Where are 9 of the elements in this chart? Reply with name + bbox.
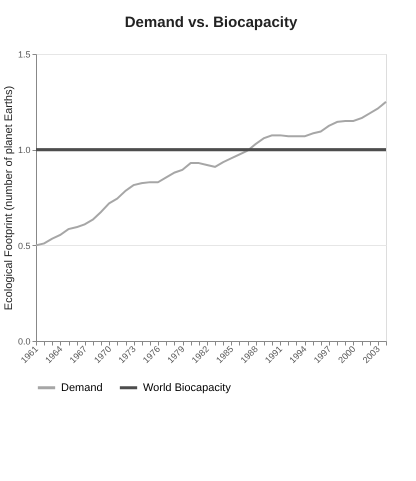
legend-label: World Biocapacity <box>143 382 232 394</box>
y-tick-label: 0.5 <box>18 240 30 251</box>
y-tick-label: 0.0 <box>18 336 30 346</box>
y-tick-label: 1.0 <box>18 145 30 156</box>
chart-title: Demand vs. Biocapacity <box>124 14 298 31</box>
legend-label: Demand <box>61 382 103 394</box>
y-axis-title: Ecological Footprint (number of planet Earths) <box>2 86 15 310</box>
y-tick-label: 1.5 <box>18 50 30 60</box>
line-series <box>35 100 387 246</box>
